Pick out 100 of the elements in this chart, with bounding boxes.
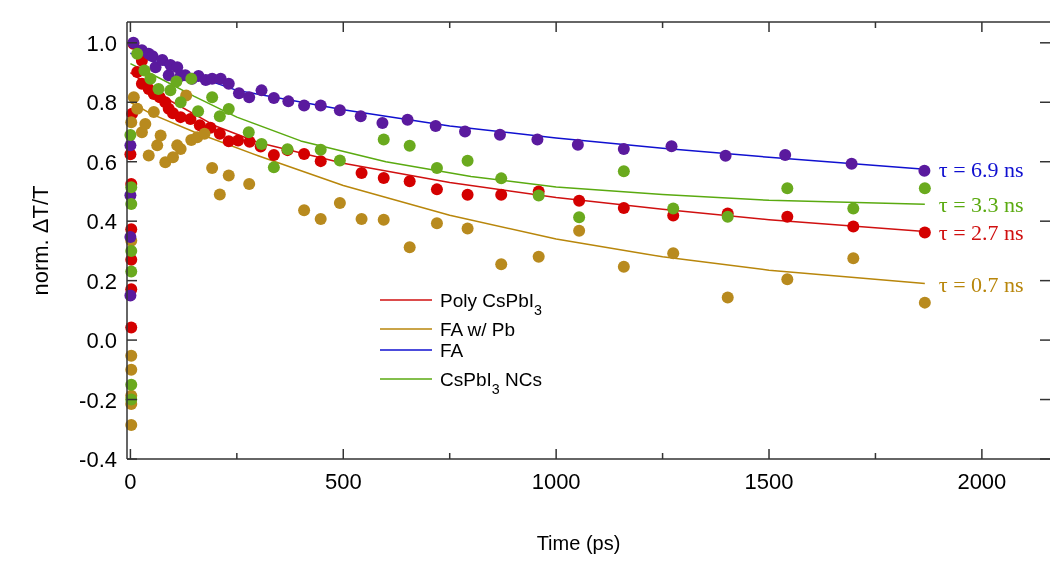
point — [255, 84, 268, 97]
point — [222, 169, 235, 182]
annotation: τ = 6.9 ns — [938, 157, 1024, 183]
point — [138, 64, 151, 77]
point — [267, 92, 280, 105]
point — [376, 117, 389, 130]
point — [170, 75, 183, 88]
point — [667, 202, 680, 215]
point — [403, 139, 416, 152]
point — [152, 82, 165, 95]
annotation: τ = 3.3 ns — [938, 192, 1024, 218]
point — [355, 213, 368, 226]
annotation: τ = 0.7 ns — [938, 271, 1024, 297]
point — [401, 113, 414, 126]
y-tick-label: 0.4 — [86, 209, 117, 235]
point — [333, 197, 346, 210]
point — [243, 178, 256, 191]
point — [847, 220, 860, 233]
point — [430, 217, 443, 230]
point — [493, 128, 506, 141]
point — [918, 182, 931, 195]
point — [232, 87, 245, 100]
point — [781, 210, 794, 223]
point — [213, 127, 226, 140]
point — [144, 72, 157, 85]
point — [495, 188, 508, 201]
y-axis-title: norm. ΔT/T — [28, 185, 53, 296]
point — [333, 104, 346, 117]
point — [213, 188, 226, 201]
point — [430, 161, 443, 174]
point — [151, 139, 164, 152]
y-tick-label: 0.0 — [86, 328, 117, 354]
point — [242, 126, 255, 139]
legend-label: Poly CsPbI$_{3}$ — [440, 290, 542, 318]
point — [719, 149, 732, 162]
x-tick-label: 1500 — [744, 469, 794, 494]
point — [355, 167, 368, 180]
point — [222, 103, 235, 116]
point — [667, 247, 680, 260]
point — [617, 165, 630, 178]
point — [781, 273, 794, 286]
point — [154, 129, 167, 142]
point — [314, 213, 327, 226]
point — [232, 134, 245, 147]
point — [131, 102, 144, 115]
point — [298, 147, 311, 160]
point — [461, 154, 474, 167]
point — [617, 260, 630, 273]
point — [461, 188, 474, 201]
x-tick-label: 1000 — [531, 469, 581, 494]
y-tick-label: -0.2 — [79, 387, 117, 413]
point — [847, 202, 860, 215]
point — [139, 117, 152, 130]
point — [617, 202, 630, 215]
point — [779, 148, 792, 161]
point — [531, 133, 544, 146]
point — [461, 222, 474, 235]
point — [403, 241, 416, 254]
y-tick-label: 1.0 — [86, 30, 117, 56]
point — [282, 95, 295, 108]
point — [131, 47, 144, 60]
point — [781, 182, 794, 195]
y-tick-label: 0.8 — [86, 90, 117, 116]
legend-label: FA w/ Pb — [440, 319, 515, 340]
point — [918, 296, 931, 309]
point — [198, 127, 211, 140]
point — [377, 172, 390, 185]
x-tick-label: 0 — [124, 469, 137, 494]
point — [166, 151, 179, 164]
point — [192, 105, 205, 118]
point — [571, 138, 584, 151]
point — [403, 175, 416, 188]
point — [495, 258, 508, 271]
point — [845, 157, 858, 170]
x-tick-label: 2000 — [957, 469, 1007, 494]
point — [213, 110, 226, 123]
y-tick-label: -0.4 — [79, 447, 117, 472]
point — [377, 133, 390, 146]
point — [573, 224, 586, 237]
point — [146, 50, 159, 63]
point — [665, 140, 678, 153]
point — [377, 213, 390, 226]
x-tick-label: 500 — [324, 469, 362, 494]
point — [174, 96, 187, 109]
point — [222, 77, 235, 90]
point — [267, 161, 280, 174]
point — [573, 194, 586, 207]
annotation: τ = 2.7 ns — [938, 219, 1024, 245]
point — [459, 125, 472, 138]
point — [429, 120, 442, 133]
point — [918, 226, 931, 239]
point — [267, 148, 280, 161]
line-series — [129, 62, 926, 205]
point — [314, 143, 327, 156]
point — [298, 204, 311, 217]
point — [354, 110, 367, 123]
y-tick-label: 0.2 — [86, 268, 117, 294]
point — [243, 91, 256, 104]
legend-label: CsPbI$_{3}$ NCs — [440, 369, 542, 397]
point — [314, 155, 327, 168]
